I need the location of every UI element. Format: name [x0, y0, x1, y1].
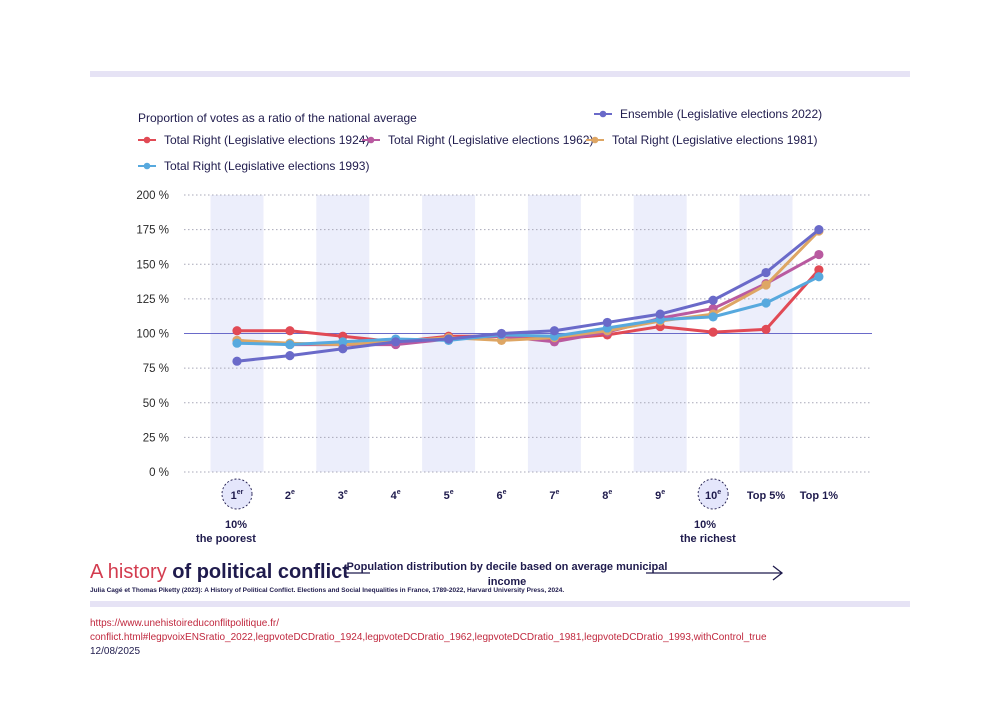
legend-item[interactable]: Total Right (Legislative elections 1993)	[138, 159, 369, 173]
x-tick-label: 3e	[338, 489, 348, 502]
x-tick-label: 8e	[602, 489, 612, 502]
chart-legend: Proportion of votes as a ratio of the na…	[138, 107, 822, 173]
legend-item[interactable]: Total Right (Legislative elections 1981)	[586, 133, 817, 147]
legend-label: Total Right (Legislative elections 1924)	[164, 133, 369, 147]
legend-dot-swatch	[143, 162, 151, 170]
data-point	[814, 265, 824, 275]
legend-item[interactable]: Total Right (Legislative elections 1962)	[362, 133, 593, 147]
source-url-line1[interactable]: https://www.unehistoireduconflitpolitiqu…	[90, 618, 279, 629]
y-tick-label: 175 %	[136, 225, 169, 237]
poorest-label: 10% the poorest	[196, 519, 256, 545]
brand-title: A history of political conflict	[90, 560, 349, 584]
y-tick-label: 150 %	[136, 259, 169, 271]
decile-highlight-circle	[697, 478, 729, 510]
series	[232, 225, 824, 366]
legend-label: Total Right (Legislative elections 1981)	[612, 133, 817, 147]
x-tick-label: 7e	[549, 489, 559, 502]
data-point	[708, 327, 718, 337]
poorest-label-line1: 10%	[225, 519, 247, 531]
x-tick-label: 9e	[655, 489, 665, 502]
x-axis-ticks: 1er 2e 3e 4e 5e 6e 7e 8e 9e 10e Top 5% Top 1%	[221, 478, 839, 510]
y-axis-title: Proportion of votes as a ratio of the na…	[138, 111, 417, 125]
y-tick-label: 200 %	[136, 190, 169, 202]
x-tick-label: 10e	[705, 489, 721, 502]
series-line	[236, 228, 820, 363]
data-point	[761, 267, 771, 278]
richest-label-line1: 10%	[694, 519, 716, 531]
x-axis-title: Population distribution by decile based …	[346, 561, 784, 588]
data-point	[232, 326, 242, 336]
y-tick-label: 75 %	[143, 363, 169, 375]
x-tick-label: 5e	[444, 489, 454, 502]
y-tick-label: 125 %	[136, 294, 169, 306]
data-point	[496, 328, 507, 339]
data-point	[391, 337, 401, 347]
source-url[interactable]: https://www.unehistoireduconflitpolitiqu…	[90, 617, 910, 645]
data-point	[285, 351, 295, 361]
decile-highlight-circle	[221, 478, 253, 510]
data-point	[232, 338, 242, 348]
legend-item[interactable]: Ensemble (Legislative elections 2022)	[594, 107, 822, 121]
brand-title-bold: of political conflict	[172, 561, 349, 583]
legend-dot-swatch	[367, 136, 375, 144]
data-point	[814, 249, 824, 260]
source-url-line2[interactable]: conflict.html#legpvoixENSratio_2022,legp…	[90, 632, 767, 643]
data-point	[655, 309, 665, 319]
data-point	[708, 295, 718, 305]
top-decorative-band	[90, 71, 910, 77]
series-line	[236, 275, 820, 347]
capture-date: 12/08/2025	[90, 646, 141, 657]
y-tick-label: 100 %	[136, 329, 169, 341]
data-point	[444, 334, 454, 344]
y-tick-label: 25 %	[143, 432, 169, 444]
legend-label: Total Right (Legislative elections 1962)	[388, 133, 593, 147]
data-point	[602, 317, 612, 328]
data-point	[814, 272, 824, 282]
data-point	[814, 225, 824, 235]
data-point	[338, 344, 348, 354]
data-point	[232, 356, 242, 366]
series-lines	[232, 225, 824, 366]
legend-dot-swatch	[143, 136, 151, 144]
bottom-decorative-band	[90, 601, 910, 607]
richest-label: 10% the richest	[680, 519, 736, 545]
poorest-label-line2: the poorest	[196, 533, 256, 545]
data-point	[761, 324, 771, 334]
data-point	[708, 312, 718, 322]
legend-item[interactable]: Total Right (Legislative elections 1924)	[138, 133, 369, 147]
y-tick-label: 50 %	[143, 398, 169, 410]
data-point	[285, 326, 295, 336]
source-citation: Julia Cagé et Thomas Piketty (2023): A H…	[90, 587, 565, 594]
decile-vote-line-chart: Proportion of votes as a ratio of the na…	[136, 107, 872, 588]
data-point	[285, 339, 295, 350]
x-axis-title-text: Population distribution by decile based …	[347, 561, 668, 588]
x-tick-label: 4e	[391, 489, 401, 502]
data-point	[338, 337, 348, 347]
data-point	[761, 280, 771, 290]
y-tick-label: 0 %	[149, 467, 169, 479]
legend-label: Total Right (Legislative elections 1993)	[164, 159, 369, 173]
x-axis-arrow-head	[772, 565, 784, 581]
y-axis-ticks: 0 % 25 % 50 % 75 % 100 % 125 % 150 % 175 % 200 %	[136, 190, 169, 479]
richest-label-line2: the richest	[680, 533, 736, 545]
data-point	[549, 326, 560, 336]
legend-label: Ensemble (Legislative elections 2022)	[620, 107, 822, 121]
brand-title-light: A history	[90, 561, 173, 583]
legend-dot-swatch	[599, 110, 607, 118]
series-line	[236, 229, 820, 347]
x-tick-label: 6e	[496, 489, 506, 502]
x-tick-label: Top 5%	[747, 490, 786, 502]
x-tick-label: 2e	[285, 489, 295, 502]
x-tick-label: Top 1%	[800, 490, 839, 502]
data-point	[761, 298, 771, 308]
legend-dot-swatch	[591, 136, 599, 144]
